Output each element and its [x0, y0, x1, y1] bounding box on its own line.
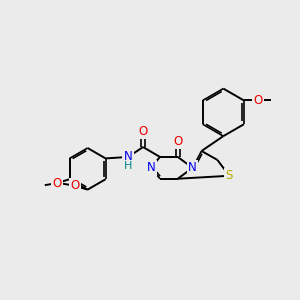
Text: O: O	[70, 179, 79, 192]
Text: N: N	[188, 161, 197, 174]
Text: N: N	[147, 161, 155, 174]
Text: H: H	[124, 161, 132, 171]
Text: O: O	[173, 135, 182, 148]
Text: S: S	[226, 169, 233, 182]
Text: O: O	[52, 177, 61, 190]
Text: O: O	[138, 125, 148, 138]
Text: N: N	[124, 150, 133, 164]
Text: O: O	[253, 94, 262, 107]
